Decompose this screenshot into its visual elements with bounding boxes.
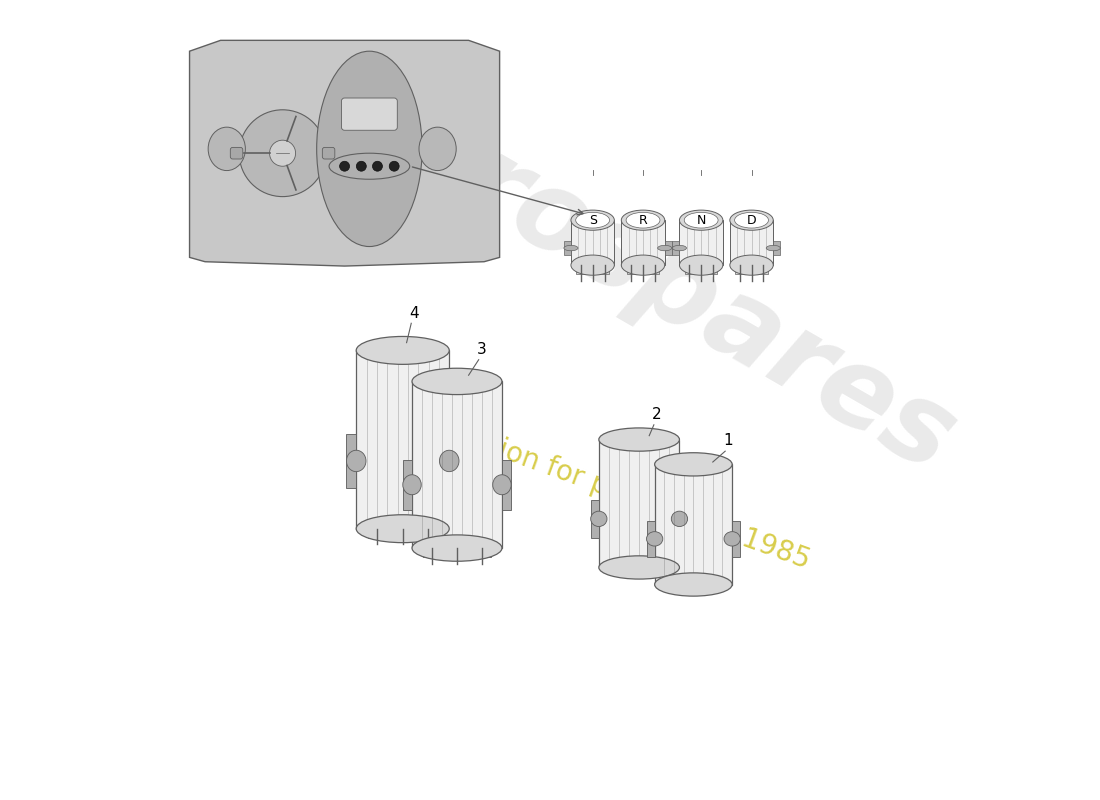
Polygon shape <box>672 242 680 254</box>
Polygon shape <box>680 500 688 538</box>
Ellipse shape <box>412 368 502 394</box>
FancyBboxPatch shape <box>230 147 243 159</box>
Ellipse shape <box>654 453 733 476</box>
Ellipse shape <box>598 428 680 451</box>
Ellipse shape <box>658 246 672 250</box>
Text: 3: 3 <box>477 342 486 357</box>
Polygon shape <box>412 382 502 548</box>
Polygon shape <box>647 521 654 557</box>
Ellipse shape <box>671 511 688 526</box>
Ellipse shape <box>412 535 502 562</box>
Polygon shape <box>735 265 768 274</box>
Polygon shape <box>680 220 723 265</box>
Polygon shape <box>571 220 614 265</box>
Text: S: S <box>588 214 596 226</box>
Ellipse shape <box>680 255 723 275</box>
Circle shape <box>239 110 326 197</box>
Ellipse shape <box>317 51 422 246</box>
Polygon shape <box>664 242 672 254</box>
Polygon shape <box>627 265 659 274</box>
Text: N: N <box>696 214 706 226</box>
Ellipse shape <box>598 556 680 579</box>
Circle shape <box>356 162 366 171</box>
Ellipse shape <box>735 212 769 228</box>
Polygon shape <box>367 529 438 538</box>
FancyBboxPatch shape <box>322 147 334 159</box>
Text: R: R <box>639 214 648 226</box>
Ellipse shape <box>346 450 366 472</box>
Circle shape <box>340 162 350 171</box>
Polygon shape <box>189 40 499 266</box>
Polygon shape <box>598 439 680 567</box>
Circle shape <box>389 162 399 171</box>
Polygon shape <box>403 460 412 510</box>
Text: D: D <box>747 214 757 226</box>
Polygon shape <box>773 242 780 254</box>
Ellipse shape <box>729 210 773 230</box>
Ellipse shape <box>356 337 449 364</box>
Ellipse shape <box>440 450 459 472</box>
Ellipse shape <box>621 255 664 275</box>
Polygon shape <box>346 434 356 488</box>
Ellipse shape <box>571 210 614 230</box>
Ellipse shape <box>647 532 663 546</box>
Polygon shape <box>591 500 598 538</box>
Polygon shape <box>449 434 459 488</box>
Ellipse shape <box>729 255 773 275</box>
Polygon shape <box>356 350 449 529</box>
Polygon shape <box>502 460 512 510</box>
Text: eurospares: eurospares <box>312 51 974 495</box>
Text: 4: 4 <box>409 306 419 321</box>
Ellipse shape <box>591 511 607 526</box>
Text: 2: 2 <box>652 406 662 422</box>
Ellipse shape <box>767 246 780 250</box>
Ellipse shape <box>356 514 449 542</box>
Ellipse shape <box>564 246 578 250</box>
Polygon shape <box>621 220 664 265</box>
Ellipse shape <box>419 127 456 170</box>
Text: a passion for parts since 1985: a passion for parts since 1985 <box>410 405 814 575</box>
Ellipse shape <box>680 210 723 230</box>
Polygon shape <box>733 521 740 557</box>
Ellipse shape <box>724 532 740 546</box>
Polygon shape <box>424 548 491 558</box>
Ellipse shape <box>208 127 245 170</box>
FancyBboxPatch shape <box>341 98 397 130</box>
Ellipse shape <box>571 255 614 275</box>
Ellipse shape <box>621 210 664 230</box>
Polygon shape <box>729 220 773 265</box>
Polygon shape <box>576 265 609 274</box>
Ellipse shape <box>626 212 660 228</box>
Polygon shape <box>564 242 571 254</box>
Ellipse shape <box>493 474 512 494</box>
Polygon shape <box>685 265 717 274</box>
Polygon shape <box>654 464 733 585</box>
Text: 1: 1 <box>724 433 733 448</box>
Circle shape <box>270 140 296 166</box>
Ellipse shape <box>672 246 686 250</box>
Ellipse shape <box>575 212 609 228</box>
Ellipse shape <box>403 474 421 494</box>
Circle shape <box>373 162 383 171</box>
Ellipse shape <box>654 573 733 596</box>
Ellipse shape <box>684 212 718 228</box>
